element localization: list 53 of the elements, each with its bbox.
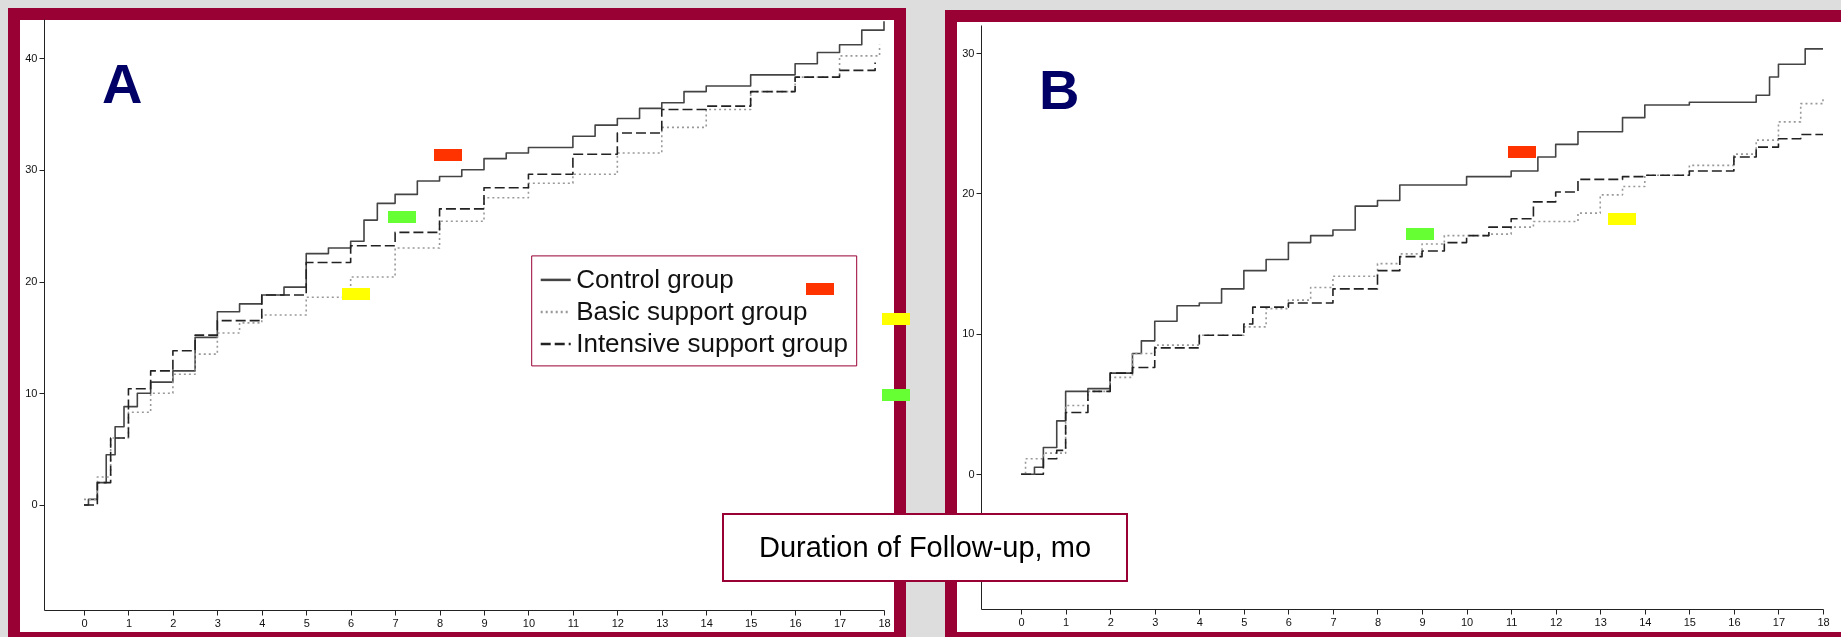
text: A <box>102 52 143 115</box>
x-tick-label: 12 <box>611 616 624 629</box>
x-tick-label: 16 <box>789 616 802 629</box>
x-tick-label: 5 <box>1241 615 1248 628</box>
x-tick-label: 8 <box>1374 615 1382 628</box>
x-tick-label: 7 <box>1330 615 1337 628</box>
y-tick-label: 30 <box>25 163 38 176</box>
x-tick-label: 9 <box>1419 615 1426 628</box>
x-tick-label: 15 <box>745 616 758 629</box>
x-tick-label: 6 <box>1285 615 1292 628</box>
x-tick-label: 10 <box>1460 615 1474 628</box>
x-tick-label: 18 <box>878 616 891 629</box>
x-tick-label: 9 <box>481 616 488 629</box>
x-tick-label: 2 <box>170 616 177 629</box>
x-tick-label: 5 <box>303 616 310 629</box>
y-tick-label: 20 <box>962 186 975 199</box>
x-tick-label: 3 <box>214 616 221 629</box>
x-tick-label: 0 <box>81 616 88 629</box>
y-tick-label: 40 <box>25 51 38 64</box>
x-tick-label: 18 <box>1817 615 1830 628</box>
x-tick-label: 12 <box>1550 615 1563 628</box>
y-tick-label: 0 <box>31 498 38 511</box>
x-tick-label: 11 <box>1505 615 1518 628</box>
x-tick-label: 1 <box>125 616 133 629</box>
x-tick-label: 3 <box>1152 615 1159 628</box>
x-tick-label: 2 <box>1107 615 1114 628</box>
x-tick-label: 4 <box>259 616 266 629</box>
x-tick-label: 17 <box>833 616 847 629</box>
x-tick-label: 0 <box>1018 615 1025 628</box>
legend-label: Basic support group <box>576 295 808 326</box>
y-tick-label: 10 <box>25 386 38 399</box>
x-tick-label: 13 <box>656 616 669 629</box>
x-tick-label: 8 <box>436 616 444 629</box>
y-tick-label: 30 <box>962 46 975 59</box>
legend-label: Intensive support group <box>576 327 848 358</box>
x-tick-label: 17 <box>1772 615 1786 628</box>
x-tick-label: 13 <box>1594 615 1607 628</box>
x-tick-label: 16 <box>1728 615 1741 628</box>
x-tick-label: 14 <box>700 616 713 629</box>
x-tick-label: 6 <box>348 616 355 629</box>
y-tick-label: 10 <box>962 327 975 340</box>
x-tick-label: 14 <box>1639 615 1652 628</box>
x-tick-label: 10 <box>522 616 536 629</box>
y-tick-label: 0 <box>968 467 975 480</box>
text: B <box>1039 58 1080 121</box>
legend-label: Control group <box>576 263 734 294</box>
x-tick-label: 7 <box>392 616 399 629</box>
x-axis-title: Duration of Follow-up, mo <box>722 513 1128 582</box>
x-tick-label: 15 <box>1683 615 1696 628</box>
x-tick-label: 1 <box>1063 615 1070 628</box>
y-tick-label: 20 <box>25 275 38 288</box>
x-tick-label: 11 <box>567 616 580 629</box>
x-tick-label: 4 <box>1196 615 1203 628</box>
